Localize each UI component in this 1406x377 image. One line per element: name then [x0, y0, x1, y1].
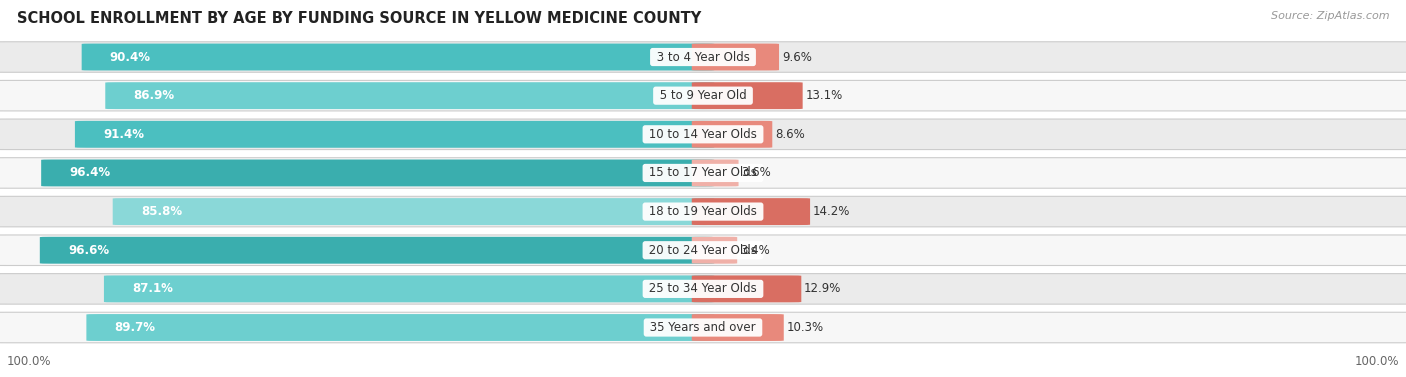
Legend: Public School, Private School: Public School, Private School — [582, 373, 824, 377]
Text: 35 Years and over: 35 Years and over — [647, 321, 759, 334]
FancyBboxPatch shape — [692, 82, 803, 109]
Text: 12.9%: 12.9% — [804, 282, 842, 295]
Text: 14.2%: 14.2% — [813, 205, 851, 218]
Text: 8.6%: 8.6% — [775, 128, 804, 141]
Text: 10.3%: 10.3% — [786, 321, 824, 334]
FancyBboxPatch shape — [0, 158, 1406, 188]
FancyBboxPatch shape — [41, 159, 714, 186]
FancyBboxPatch shape — [692, 44, 779, 70]
FancyBboxPatch shape — [692, 159, 738, 186]
FancyBboxPatch shape — [692, 121, 772, 148]
FancyBboxPatch shape — [86, 314, 714, 341]
Text: 3.4%: 3.4% — [740, 244, 769, 257]
Text: 96.4%: 96.4% — [69, 167, 111, 179]
FancyBboxPatch shape — [0, 235, 1406, 265]
Text: 3.6%: 3.6% — [741, 167, 770, 179]
FancyBboxPatch shape — [75, 121, 714, 148]
Text: 15 to 17 Year Olds: 15 to 17 Year Olds — [645, 167, 761, 179]
FancyBboxPatch shape — [692, 198, 810, 225]
Text: 10 to 14 Year Olds: 10 to 14 Year Olds — [645, 128, 761, 141]
Text: 3 to 4 Year Olds: 3 to 4 Year Olds — [652, 51, 754, 63]
FancyBboxPatch shape — [0, 80, 1406, 111]
Text: 9.6%: 9.6% — [782, 51, 811, 63]
Text: 86.9%: 86.9% — [134, 89, 174, 102]
FancyBboxPatch shape — [692, 276, 801, 302]
Text: 100.0%: 100.0% — [1354, 356, 1399, 368]
Text: Source: ZipAtlas.com: Source: ZipAtlas.com — [1271, 11, 1389, 21]
Text: 89.7%: 89.7% — [114, 321, 156, 334]
Text: 91.4%: 91.4% — [103, 128, 143, 141]
FancyBboxPatch shape — [0, 196, 1406, 227]
Text: 20 to 24 Year Olds: 20 to 24 Year Olds — [645, 244, 761, 257]
FancyBboxPatch shape — [0, 42, 1406, 72]
FancyBboxPatch shape — [112, 198, 714, 225]
Text: 25 to 34 Year Olds: 25 to 34 Year Olds — [645, 282, 761, 295]
Text: 85.8%: 85.8% — [141, 205, 181, 218]
Text: 100.0%: 100.0% — [7, 356, 52, 368]
Text: 13.1%: 13.1% — [806, 89, 842, 102]
FancyBboxPatch shape — [692, 237, 737, 264]
FancyBboxPatch shape — [104, 276, 714, 302]
FancyBboxPatch shape — [0, 119, 1406, 150]
Text: 87.1%: 87.1% — [132, 282, 173, 295]
FancyBboxPatch shape — [105, 82, 714, 109]
FancyBboxPatch shape — [39, 237, 714, 264]
FancyBboxPatch shape — [692, 314, 783, 341]
FancyBboxPatch shape — [82, 44, 714, 70]
Text: 5 to 9 Year Old: 5 to 9 Year Old — [655, 89, 751, 102]
FancyBboxPatch shape — [0, 274, 1406, 304]
Text: 96.6%: 96.6% — [67, 244, 110, 257]
Text: 18 to 19 Year Olds: 18 to 19 Year Olds — [645, 205, 761, 218]
Text: SCHOOL ENROLLMENT BY AGE BY FUNDING SOURCE IN YELLOW MEDICINE COUNTY: SCHOOL ENROLLMENT BY AGE BY FUNDING SOUR… — [17, 11, 702, 26]
FancyBboxPatch shape — [0, 312, 1406, 343]
Text: 90.4%: 90.4% — [110, 51, 150, 63]
